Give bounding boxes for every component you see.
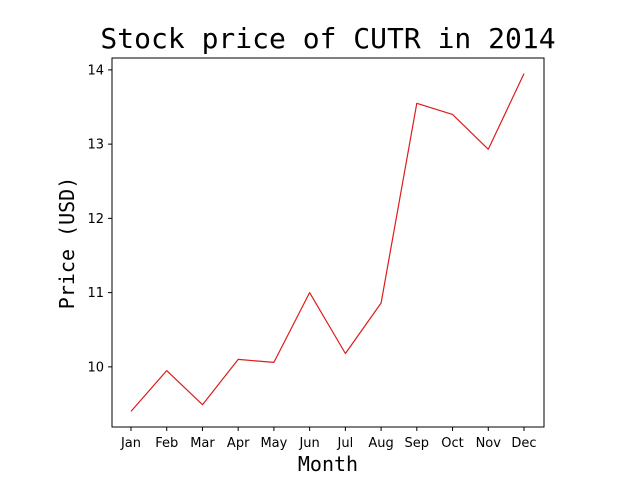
price-series-line [130,73,525,412]
x-tick-label-nov: Nov [476,436,502,451]
y-axis-ticks: 10 11 12 13 14 [87,63,112,375]
plot-area-frame [111,57,545,428]
x-tick-label-oct: Oct [441,436,463,451]
x-tick-label-mar: Mar [190,436,215,451]
x-tick-label-may: May [260,436,287,451]
x-tick-label-apr: Apr [227,436,250,451]
y-tick-label: 11 [87,286,104,301]
x-tick-label-jul: Jul [337,436,354,451]
y-tick-label: 14 [87,63,104,78]
x-tick-label-feb: Feb [155,436,178,451]
x-tick-label-jun: Jun [298,436,319,451]
x-tick-label-aug: Aug [368,436,393,451]
y-tick-label: 10 [87,360,104,375]
x-axis-label: Month [298,452,358,476]
y-tick-label: 12 [87,212,104,227]
y-tick-label: 13 [87,138,104,153]
x-tick-label-dec: Dec [511,436,536,451]
chart-title: Stock price of CUTR in 2014 [100,22,555,55]
x-tick-label-jan: Jan [120,436,141,451]
x-axis-ticks: Jan Feb Mar Apr May Jun Jul Aug Sep Oct Nov Dec [120,427,537,451]
y-axis-label: Price (USD) [55,177,79,309]
x-tick-label-sep: Sep [405,436,430,451]
